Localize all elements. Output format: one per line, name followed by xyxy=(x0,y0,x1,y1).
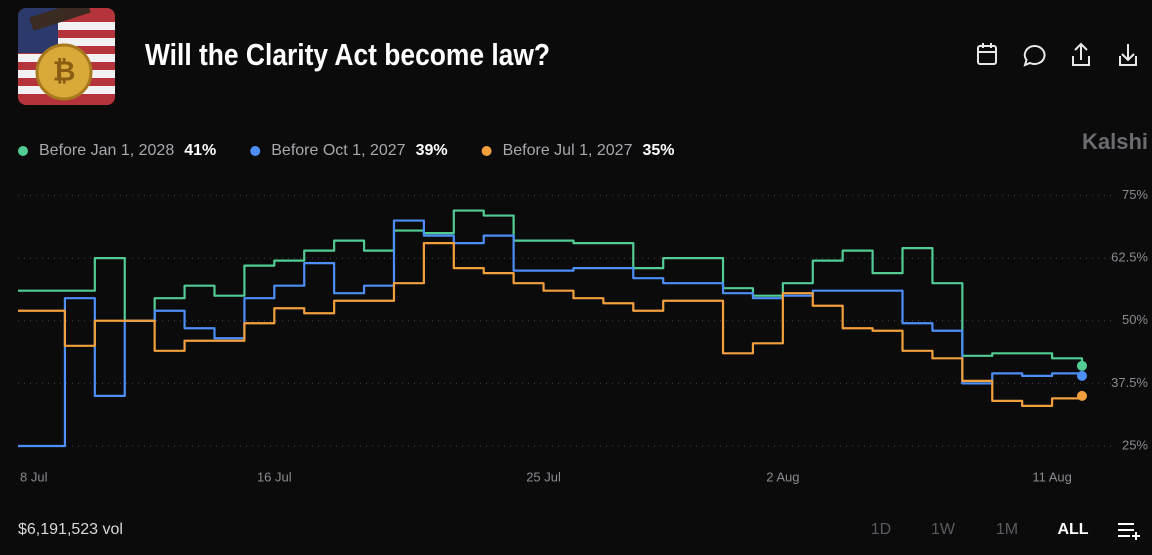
y-tick-label: 50% xyxy=(1122,312,1148,327)
x-tick-label: 16 Jul xyxy=(257,469,292,484)
title: Will the Clarity Act become law? xyxy=(145,37,550,72)
calendar-icon[interactable] xyxy=(977,43,997,65)
end-dot xyxy=(1077,370,1087,381)
legend-swatch xyxy=(250,146,261,156)
x-tick-label: 25 Jul xyxy=(526,469,561,484)
legend-label: Before Oct 1, 2027 xyxy=(271,142,405,159)
x-tick-label: 2 Aug xyxy=(766,469,799,484)
y-tick-label: 62.5% xyxy=(1111,250,1148,265)
toolbar xyxy=(977,42,1137,67)
y-tick-label: 37.5% xyxy=(1111,375,1148,390)
legend-value: 39% xyxy=(416,142,448,159)
x-tick-label: 11 Aug xyxy=(1032,469,1072,484)
legend-value: 41% xyxy=(184,142,216,159)
market-thumbnail: ₿ xyxy=(18,8,115,105)
legend-value: 35% xyxy=(642,142,674,159)
range-button[interactable]: 1W xyxy=(931,521,956,538)
legend-swatch xyxy=(18,146,28,156)
legend-swatch xyxy=(481,146,492,156)
brand: Kalshi xyxy=(1082,129,1148,154)
svg-text:₿: ₿ xyxy=(53,55,76,86)
series-line xyxy=(18,242,1084,408)
series-line xyxy=(18,209,1084,366)
range-button[interactable]: 1M xyxy=(996,521,1018,538)
x-tick-label: 8 Jul xyxy=(20,469,48,484)
volume: $6,191,523 vol xyxy=(18,521,123,538)
share-icon[interactable] xyxy=(1072,42,1090,66)
end-dot xyxy=(1077,360,1087,371)
download-icon[interactable] xyxy=(1119,44,1137,66)
series-line xyxy=(18,219,1084,448)
end-dot xyxy=(1077,390,1087,401)
y-tick-label: 75% xyxy=(1122,187,1148,202)
comment-icon[interactable] xyxy=(1023,44,1046,67)
legend-label: Before Jul 1, 2027 xyxy=(503,142,633,159)
settings-icon[interactable] xyxy=(1118,523,1140,540)
range-button[interactable]: ALL xyxy=(1057,521,1088,538)
legend-label: Before Jan 1, 2028 xyxy=(39,142,174,159)
range-button[interactable]: 1D xyxy=(871,521,891,538)
y-tick-label: 25% xyxy=(1122,437,1148,452)
